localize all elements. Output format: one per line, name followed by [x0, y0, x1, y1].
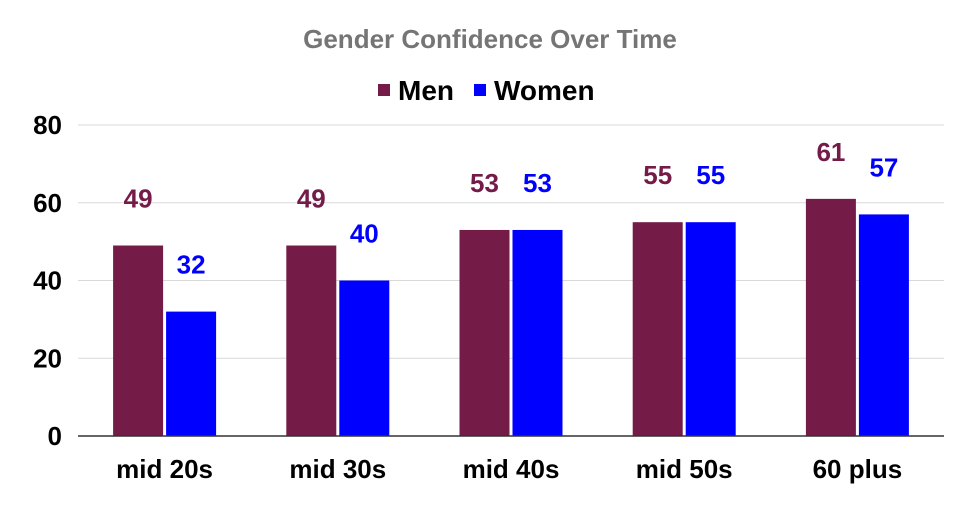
data-label-men: 53 [470, 168, 499, 198]
gridlines [78, 124, 944, 359]
x-tick-label: 60 plus [813, 454, 903, 484]
x-tick-label: mid 20s [116, 454, 213, 484]
bar-men-mid-30s [286, 245, 337, 436]
data-label-women: 57 [869, 152, 898, 182]
data-label-women: 32 [177, 250, 206, 280]
data-label-men: 49 [297, 184, 326, 214]
bar-men-mid-50s [632, 222, 683, 436]
legend-swatch-men [378, 84, 390, 96]
bar-men-60-plus [805, 198, 856, 436]
legend-label-men: Men [398, 75, 454, 106]
x-axis-ticks: mid 20s mid 30s mid 40s mid 50s 60 plus [116, 454, 902, 484]
bar-women-mid-30s [339, 280, 390, 436]
data-label-women: 40 [350, 219, 379, 249]
legend-swatch-women [474, 84, 486, 96]
y-tick-label: 60 [33, 188, 62, 218]
bar-men-mid-20s [113, 245, 164, 436]
chart-title: Gender Confidence Over Time [303, 24, 677, 54]
x-tick-label: mid 30s [289, 454, 386, 484]
y-tick-label: 0 [48, 421, 62, 451]
data-label-men: 49 [124, 184, 153, 214]
legend-label-women: Women [494, 75, 595, 106]
bar-men-mid-40s [459, 229, 510, 436]
bar-women-mid-20s [166, 311, 217, 436]
bars [113, 198, 909, 436]
data-label-men: 61 [816, 137, 845, 167]
y-axis-ticks: 0 20 40 60 80 [33, 110, 62, 451]
x-tick-label: mid 40s [463, 454, 560, 484]
data-label-women: 53 [523, 168, 552, 198]
data-label-men: 55 [643, 160, 672, 190]
legend: Men Women [378, 75, 595, 106]
y-tick-label: 80 [33, 110, 62, 140]
bar-women-mid-50s [685, 222, 736, 436]
y-tick-label: 20 [33, 343, 62, 373]
x-tick-label: mid 50s [636, 454, 733, 484]
bar-women-60-plus [858, 214, 909, 436]
data-label-women: 55 [696, 160, 725, 190]
y-tick-label: 40 [33, 266, 62, 296]
data-labels: 49 32 49 40 53 53 55 55 61 57 [124, 137, 899, 280]
bar-women-mid-40s [512, 229, 563, 436]
